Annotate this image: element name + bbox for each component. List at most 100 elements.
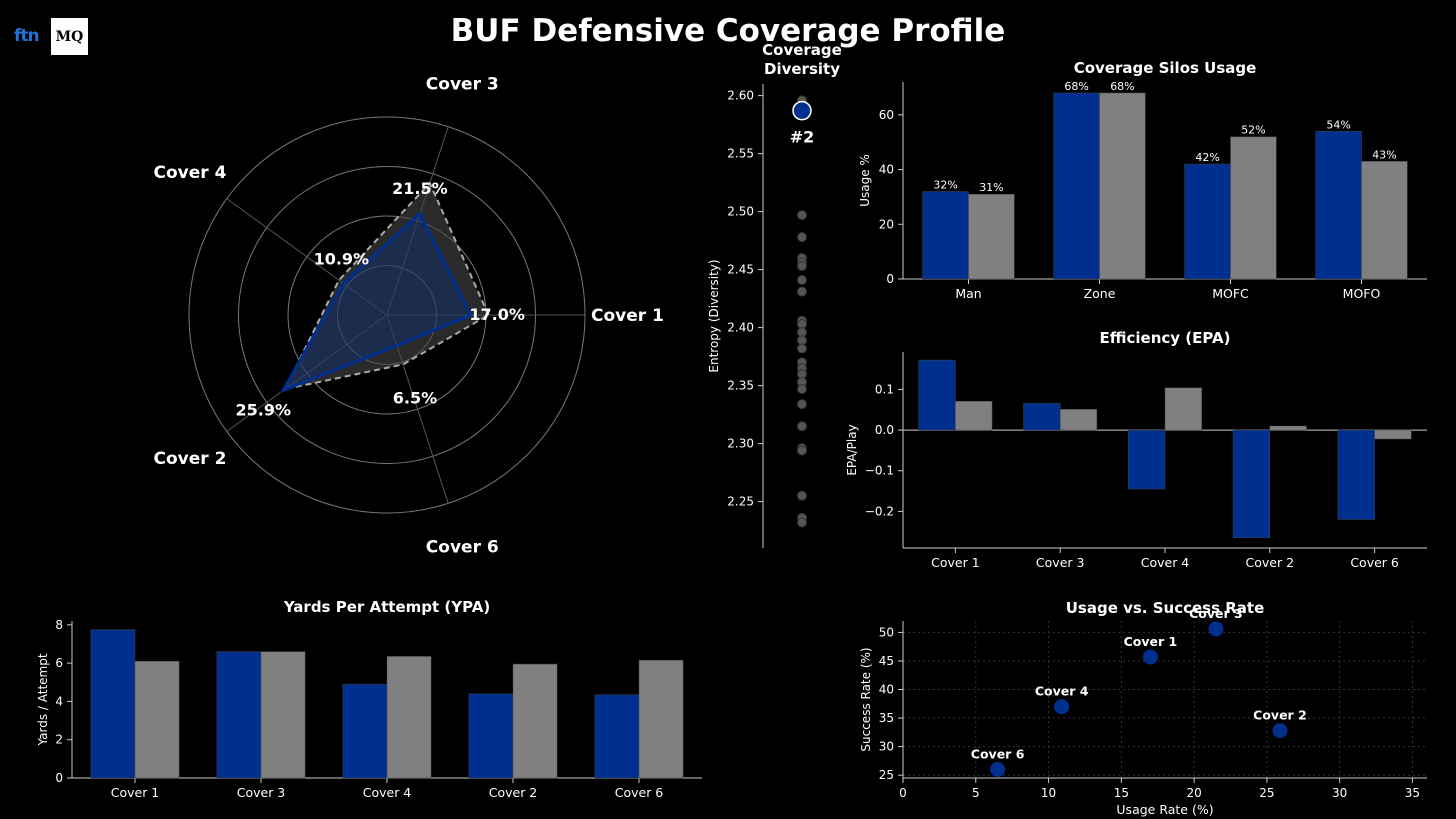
scatter-y-tick-label: 45 xyxy=(879,654,894,668)
silos-x-tick-label: MOFC xyxy=(1212,286,1249,301)
diversity-team-dot xyxy=(797,517,807,528)
diversity-y-tick-label: 2.45 xyxy=(727,263,754,277)
ypa-x-tick-label: Cover 3 xyxy=(237,785,286,800)
diversity-team-dot xyxy=(797,210,807,221)
silos-league-bar xyxy=(1230,136,1277,280)
epa-league-bar xyxy=(955,400,993,431)
scatter-x-tick-label: 20 xyxy=(1186,786,1201,800)
ypa-y-label: Yards / Attempt xyxy=(36,653,50,746)
silos-chart: Coverage Silos Usage 0 20 40 60 Usage % Man 32%… xyxy=(858,59,1427,301)
scatter-x-tick-label: 35 xyxy=(1405,786,1420,800)
epa-league-bar xyxy=(1374,429,1412,440)
scatter-x-tick-label: 0 xyxy=(899,786,907,800)
silos-team-bar xyxy=(1184,163,1231,280)
scatter-point xyxy=(990,761,1006,777)
scatter-point-label: Cover 3 xyxy=(1189,606,1243,621)
diversity-title: Coverage xyxy=(762,41,842,59)
radar-axis-label: Cover 3 xyxy=(426,74,499,94)
ypa-x-tick-label: Cover 2 xyxy=(489,785,538,800)
epa-team-bar xyxy=(918,359,956,431)
silos-y-label: Usage % xyxy=(858,154,872,207)
silos-team-bar xyxy=(1053,92,1100,280)
epa-x-tick-label: Cover 6 xyxy=(1350,555,1399,570)
radar-axis-label: Cover 2 xyxy=(154,449,227,469)
diversity-team-dot xyxy=(797,286,807,297)
silos-bar-label: 54% xyxy=(1326,118,1350,131)
ypa-y-tick-label: 4 xyxy=(55,694,63,708)
epa-x-tick-label: Cover 3 xyxy=(1036,555,1085,570)
ypa-league-bar xyxy=(638,660,684,779)
epa-x-tick-label: Cover 4 xyxy=(1141,555,1190,570)
diversity-highlight-dot xyxy=(792,100,812,121)
epa-league-bar xyxy=(1269,425,1307,431)
scatter-y-tick-label: 50 xyxy=(879,625,894,639)
radar-value-label: 6.5% xyxy=(393,389,437,408)
silos-y-tick-label: 60 xyxy=(879,108,894,122)
radar-chart: Cover 1 Cover 3 Cover 4 Cover 2 Cover 6 17.0%… xyxy=(154,74,664,557)
diversity-title: Diversity xyxy=(764,60,840,78)
ypa-league-bar xyxy=(260,651,306,779)
silos-x-tick-label: MOFO xyxy=(1343,286,1381,301)
radar-value-label: 17.0% xyxy=(469,305,525,324)
scatter-chart: Usage vs. Success Rate 0 5 10 15 20 25 30 35 25 30… xyxy=(859,599,1427,817)
diversity-y-tick-label: 2.50 xyxy=(727,205,754,219)
ypa-league-bar xyxy=(134,660,180,779)
silos-league-bar xyxy=(968,193,1015,280)
silos-league-bar xyxy=(1099,92,1146,280)
ypa-y-tick-label: 6 xyxy=(55,656,63,670)
diversity-y-tick-label: 2.55 xyxy=(727,147,754,161)
ypa-chart: Yards Per Attempt (YPA) 0 2 4 6 8 Yards / Atte… xyxy=(36,598,702,800)
diversity-y-tick-label: 2.25 xyxy=(727,495,754,509)
diversity-y-label: Entropy (Diversity) xyxy=(707,259,721,372)
ypa-x-tick-label: Cover 1 xyxy=(111,785,160,800)
silos-bar-label: 32% xyxy=(933,178,957,191)
diversity-team-dot xyxy=(797,399,807,410)
diversity-team-dot xyxy=(797,445,807,456)
silos-league-bar xyxy=(1361,161,1408,280)
diversity-team-dot xyxy=(797,261,807,272)
ypa-x-tick-label: Cover 6 xyxy=(615,785,664,800)
page-title: BUF Defensive Coverage Profile xyxy=(451,13,1006,49)
epa-y-label: EPA/Play xyxy=(845,424,859,475)
silos-bar-label: 31% xyxy=(979,181,1003,194)
silos-x-tick-label: Zone xyxy=(1084,286,1116,301)
diversity-chart: 2.25 2.30 2.35 2.40 2.45 2.50 2.55 2.60 Coverage… xyxy=(707,41,842,548)
epa-team-bar xyxy=(1337,429,1375,520)
scatter-point-label: Cover 2 xyxy=(1253,708,1307,723)
ypa-league-bar xyxy=(386,656,432,779)
radar-value-label: 10.9% xyxy=(314,249,370,268)
silos-y-tick-label: 0 xyxy=(886,272,894,286)
scatter-x-tick-label: 10 xyxy=(1041,786,1056,800)
diversity-rank-label: #2 xyxy=(790,128,815,147)
ypa-y-tick-label: 0 xyxy=(55,771,63,785)
scatter-y-label: Success Rate (%) xyxy=(859,647,873,751)
epa-chart: Efficiency (EPA) −0.2 −0.1 0.0 0.1 EPA/Play Co… xyxy=(845,329,1427,570)
epa-title: Efficiency (EPA) xyxy=(1100,329,1231,347)
radar-axis-label: Cover 1 xyxy=(591,306,664,326)
epa-team-bar xyxy=(1232,429,1271,539)
scatter-y-tick-label: 30 xyxy=(879,740,894,754)
scatter-x-tick-label: 15 xyxy=(1114,786,1129,800)
epa-y-tick-label: −0.2 xyxy=(865,504,894,518)
silos-bar-label: 68% xyxy=(1064,80,1088,93)
scatter-y-tick-label: 25 xyxy=(879,768,894,782)
silos-x-tick-label: Man xyxy=(955,286,981,301)
epa-x-tick-label: Cover 2 xyxy=(1246,555,1295,570)
epa-league-bar xyxy=(1164,387,1202,431)
ypa-y-tick-label: 8 xyxy=(55,618,63,632)
scatter-point-label: Cover 6 xyxy=(971,746,1025,761)
ypa-y-tick-label: 2 xyxy=(55,733,63,747)
diversity-team-dot xyxy=(797,421,807,432)
scatter-x-tick-label: 30 xyxy=(1332,786,1347,800)
diversity-y-tick-label: 2.30 xyxy=(727,437,754,451)
scatter-x-tick-label: 5 xyxy=(972,786,980,800)
ypa-team-bar xyxy=(468,693,514,779)
mq-logo: MQ xyxy=(51,18,88,55)
scatter-point-label: Cover 4 xyxy=(1035,684,1089,699)
epa-team-bar xyxy=(1023,402,1061,431)
diversity-team-dot xyxy=(797,232,807,243)
ypa-team-bar xyxy=(216,651,262,779)
diversity-y-tick-label: 2.60 xyxy=(727,89,754,103)
epa-team-bar xyxy=(1128,429,1166,490)
